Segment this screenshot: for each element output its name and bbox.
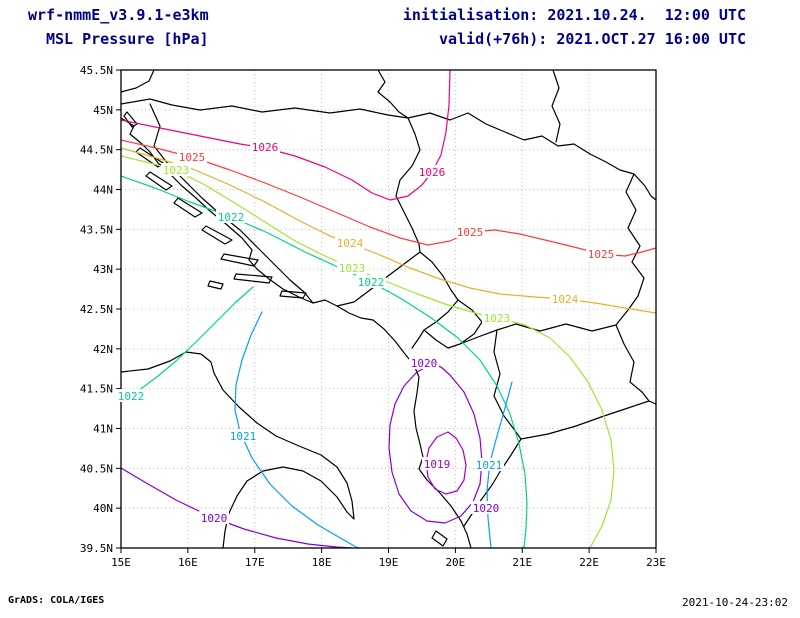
contour-label-mask bbox=[356, 275, 386, 288]
init-time-label: initialisation: 2021.10.24. 12:00 UTC bbox=[402, 6, 746, 24]
isobar-1023 bbox=[120, 155, 615, 549]
contour-label: 1020 bbox=[201, 512, 228, 525]
lon-axis-label: 16E bbox=[178, 556, 198, 569]
lon-axis-label: 20E bbox=[445, 556, 465, 569]
contour-label-mask bbox=[161, 163, 191, 176]
lat-axis-label: 40N bbox=[93, 502, 113, 515]
contour-label: 1025 bbox=[588, 248, 615, 261]
contour-label: 1020 bbox=[411, 357, 438, 370]
lat-axis-label: 40.5N bbox=[80, 462, 113, 475]
contour-label-mask bbox=[455, 225, 485, 238]
contour-label-mask bbox=[250, 140, 280, 153]
contour-label: 1024 bbox=[552, 293, 579, 306]
isobar-1026 bbox=[120, 69, 451, 201]
contour-label: 1022 bbox=[118, 390, 145, 403]
lat-axis-label: 41N bbox=[93, 423, 113, 436]
contour-label-mask bbox=[482, 311, 512, 324]
contour-label-mask bbox=[116, 389, 146, 402]
contour-label: 1024 bbox=[337, 237, 364, 250]
lat-axis-label: 41.5N bbox=[80, 383, 113, 396]
contour-label-mask bbox=[550, 292, 580, 305]
contour-label-mask bbox=[471, 501, 501, 514]
isobar-1022-west bbox=[120, 286, 254, 403]
contour-label: 1021 bbox=[230, 430, 257, 443]
lat-axis-label: 44.5N bbox=[80, 144, 113, 157]
contour-label-mask bbox=[199, 511, 229, 524]
lon-axis-label: 23E bbox=[646, 556, 666, 569]
contour-labels: 1026 1026 1025 1025 1025 1024 1024 1023 1023 1023… bbox=[116, 140, 616, 525]
lon-axis-label: 17E bbox=[245, 556, 265, 569]
contour-label-mask bbox=[474, 458, 504, 471]
contour-label: 1023 bbox=[484, 312, 511, 325]
lat-axis-label: 42N bbox=[93, 343, 113, 356]
contour-label-mask bbox=[337, 261, 367, 274]
contour-label: 1023 bbox=[163, 164, 190, 177]
islands-outline bbox=[123, 111, 448, 547]
contour-label: 1020 bbox=[473, 502, 500, 515]
lat-axis-label: 39.5N bbox=[80, 542, 113, 555]
axis-ticks-and-labels: 15E 16E 17E 18E 19E 20E 21E 22E 23E 45.5N 45N 44.5N… bbox=[80, 64, 666, 569]
lat-axis-label: 43.5N bbox=[80, 223, 113, 236]
contour-label: 1025 bbox=[457, 226, 484, 239]
lon-axis-label: 18E bbox=[312, 556, 332, 569]
coastline bbox=[120, 117, 472, 549]
contour-label-mask bbox=[177, 150, 207, 163]
lat-axis-label: 45N bbox=[93, 104, 113, 117]
lon-axis-label: 19E bbox=[379, 556, 399, 569]
contour-label: 1025 bbox=[179, 151, 206, 164]
isobar-1021-west bbox=[234, 311, 359, 549]
contour-label: 1021 bbox=[476, 459, 503, 472]
contour-label-mask bbox=[422, 457, 452, 470]
isobar-1020-low-loop bbox=[388, 363, 483, 524]
contour-label-mask bbox=[335, 236, 365, 249]
lat-axis-label: 45.5N bbox=[80, 64, 113, 77]
lon-axis-label: 15E bbox=[111, 556, 131, 569]
contour-label: 1019 bbox=[424, 458, 451, 471]
lat-axis-label: 43N bbox=[93, 263, 113, 276]
contour-label: 1023 bbox=[339, 262, 366, 275]
contour-label-mask bbox=[228, 429, 258, 442]
grid-lines bbox=[121, 70, 656, 548]
contour-label: 1026 bbox=[419, 166, 446, 179]
isobar-1019-low-loop bbox=[425, 431, 467, 495]
italy-coastline bbox=[120, 351, 355, 549]
lon-axis-label: 21E bbox=[512, 556, 532, 569]
contour-label: 1026 bbox=[252, 141, 279, 154]
lat-axis-label: 42.5N bbox=[80, 303, 113, 316]
contour-label: 1022 bbox=[358, 276, 385, 289]
contour-label-mask bbox=[216, 210, 246, 223]
grads-credit: GrADS: COLA/IGES bbox=[8, 595, 105, 606]
contour-label: 1022 bbox=[218, 211, 245, 224]
creation-timestamp: 2021-10-24-23:02 bbox=[682, 596, 788, 609]
lon-axis-label: 22E bbox=[579, 556, 599, 569]
valid-time-label: valid(+76h): 2021.OCT.27 16:00 UTC bbox=[438, 30, 746, 48]
contour-label-mask bbox=[409, 356, 439, 369]
lat-axis-label: 44N bbox=[93, 184, 113, 197]
contour-label-mask bbox=[417, 165, 447, 178]
field-title: MSL Pressure [hPa] bbox=[46, 30, 209, 48]
contour-label-mask bbox=[586, 247, 616, 260]
model-name: wrf-nmmE_v3.9.1-e3km bbox=[28, 6, 209, 24]
